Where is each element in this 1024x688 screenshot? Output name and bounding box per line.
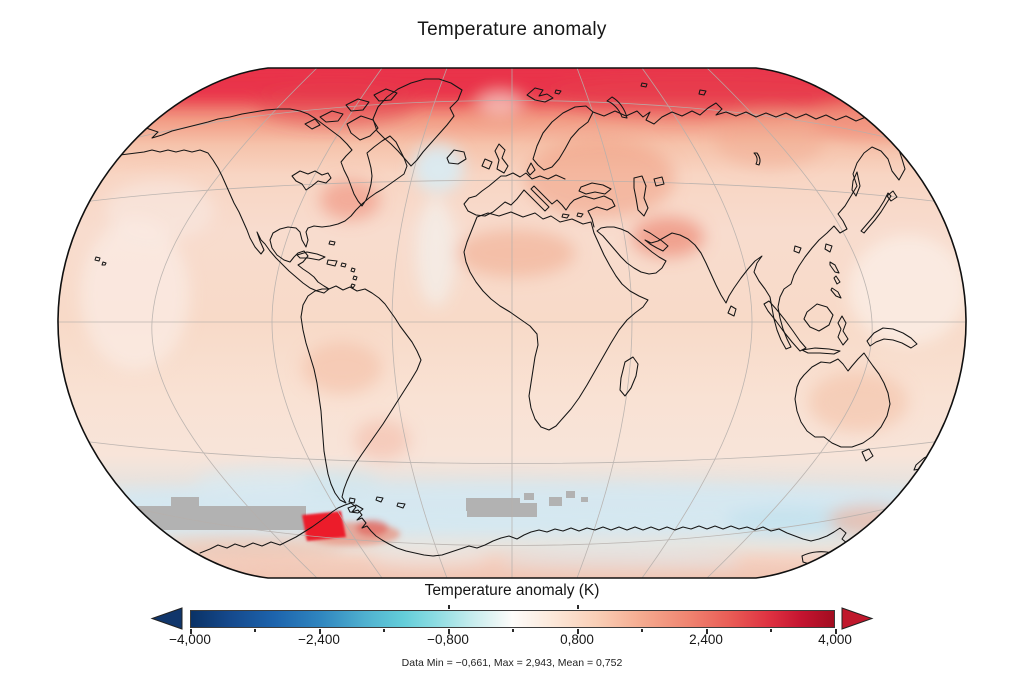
colorbar-tick-label: 4,000: [818, 632, 852, 647]
colorbar-minor-tick: [770, 629, 772, 632]
colorbar-tick-label: 0,800: [560, 632, 594, 647]
colorbar-minor-tick: [641, 629, 643, 632]
colorbar-minor-tick: [254, 629, 256, 632]
map-outline: [57, 67, 967, 579]
antarctic-hotspot: [302, 511, 346, 541]
colorbar-under-arrow: [150, 607, 183, 630]
colorbar-tick-label: −2,400: [298, 632, 340, 647]
colorbar-tick-label: −4,000: [169, 632, 211, 647]
colorbar-top-tick: [577, 605, 579, 609]
plot-title: Temperature anomaly: [417, 19, 607, 40]
missing-data-central: [466, 491, 588, 517]
colorbar-minor-tick: [512, 629, 514, 632]
colorbar-tick-label: −0,800: [427, 632, 469, 647]
colorbar-tick: [835, 629, 837, 634]
coastlines: [94, 78, 953, 566]
colorbar-tick: [319, 629, 321, 634]
colorbar-tick: [190, 629, 192, 634]
colorbar-over-arrow: [841, 607, 874, 630]
colorbar-tick: [577, 629, 579, 634]
colorbar-gradient: [190, 610, 835, 628]
stats-line: Data Min = −0,661, Max = 2,943, Mean = 0…: [401, 657, 623, 669]
colorbar-tick-label: 2,400: [689, 632, 723, 647]
colorbar-tick: [706, 629, 708, 634]
colorbar-top-tick: [448, 605, 450, 609]
graticule: [58, 68, 966, 578]
colorbar-tick: [448, 629, 450, 634]
colorbar-minor-tick: [383, 629, 385, 632]
colorbar-title: Temperature anomaly (K): [424, 582, 600, 599]
missing-data-left: [120, 497, 306, 534]
